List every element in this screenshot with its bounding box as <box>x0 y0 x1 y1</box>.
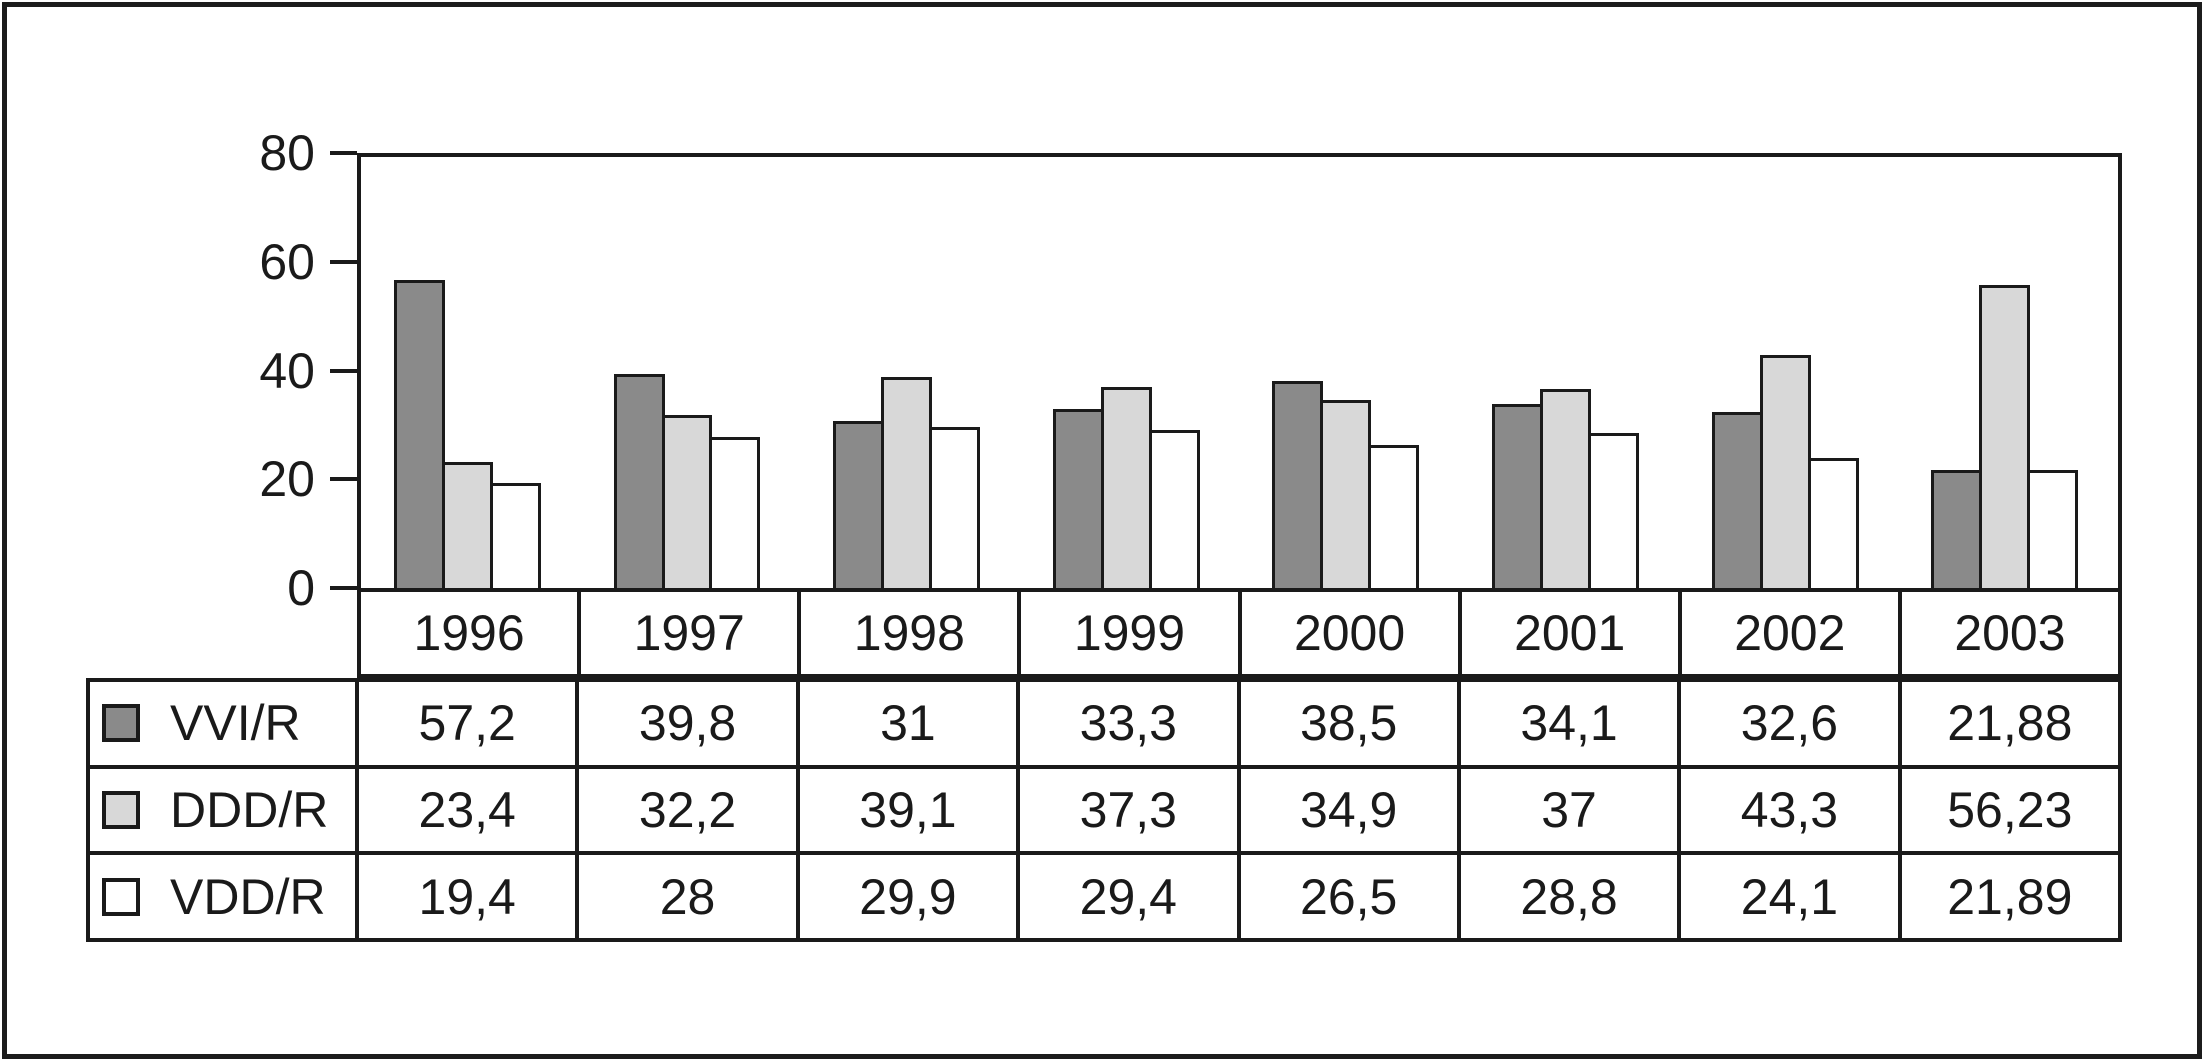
bar-vvi-r-2003 <box>1931 470 1983 588</box>
value-cell-ddd-r-2001: 37 <box>1458 766 1680 854</box>
value-cell-vvi-r-1996: 57,2 <box>357 680 578 767</box>
y-tick-label-80: 80 <box>259 125 315 181</box>
bar-ddd-r-2003 <box>1979 285 2031 588</box>
legend-label-ddd-r: DDD/R <box>170 781 329 838</box>
y-tick-80 <box>330 151 357 155</box>
value-cell-vvi-r-1997: 39,8 <box>577 680 798 767</box>
value-cell-vvi-r-2003: 21,88 <box>1899 680 2120 767</box>
bar-vvi-r-1998 <box>833 421 885 588</box>
year-cell-1998: 1998 <box>799 590 1020 676</box>
bar-ddd-r-1997 <box>661 414 713 588</box>
y-tick-label-0: 0 <box>287 560 315 616</box>
y-tick-label-20: 20 <box>259 451 315 508</box>
value-cell-vvi-r-2000: 38,5 <box>1238 680 1459 767</box>
bar-vvi-r-2000 <box>1272 380 1324 588</box>
bar-vdd-r-1996 <box>489 483 541 588</box>
value-cell-vdd-r-1999: 29,4 <box>1018 853 1239 940</box>
bar-ddd-r-1996 <box>441 461 493 588</box>
data-table: VVI/R 57,2 39,8 31 33,3 38,5 34,1 32,6 21,88 DDD/… <box>86 678 2122 942</box>
legend-label-vdd-r: VDD/R <box>170 868 326 925</box>
value-cell-vvi-r-2002: 32,6 <box>1679 680 1900 767</box>
value-cell-ddd-r-1999: 37,3 <box>1018 766 1239 854</box>
value-cell-vvi-r-1998: 31 <box>797 680 1019 767</box>
plot-area <box>357 153 2122 588</box>
x-axis-year-row: 1996 1997 1998 1999 2000 2001 2002 2003 <box>357 588 2122 678</box>
bar-ddd-r-2002 <box>1759 354 1811 588</box>
bar-vdd-r-1998 <box>929 426 981 588</box>
year-cell-2002: 2002 <box>1679 590 1900 676</box>
bar-vdd-r-2001 <box>1587 432 1639 588</box>
bar-vvi-r-2001 <box>1492 404 1543 588</box>
y-tick-0 <box>330 586 357 590</box>
legend-swatch-ddd-r <box>102 790 140 829</box>
legend-cell-ddd-r: DDD/R <box>88 766 357 854</box>
value-cell-vdd-r-2001: 28,8 <box>1458 853 1680 940</box>
value-cell-ddd-r-2002: 43,3 <box>1679 766 1900 854</box>
bar-ddd-r-2001 <box>1540 388 1591 588</box>
year-cell-2003: 2003 <box>1899 590 2120 676</box>
y-tick-20 <box>330 477 357 482</box>
value-cell-vvi-r-1999: 33,3 <box>1018 680 1239 767</box>
year-cell-1996: 1996 <box>359 590 580 676</box>
value-cell-ddd-r-1996: 23,4 <box>357 766 578 854</box>
y-tick-60 <box>330 259 357 264</box>
bar-vvi-r-1997 <box>613 373 665 588</box>
value-cell-ddd-r-2003: 56,23 <box>1899 766 2120 854</box>
bar-vvi-r-2002 <box>1711 412 1763 588</box>
legend-swatch-vdd-r <box>102 877 140 916</box>
value-cell-vvi-r-2001: 34,1 <box>1458 680 1680 767</box>
bar-ddd-r-2000 <box>1320 399 1372 588</box>
bar-vdd-r-2002 <box>1807 458 1859 588</box>
value-cell-vdd-r-1996: 19,4 <box>357 853 578 940</box>
year-cell-1997: 1997 <box>579 590 800 676</box>
y-tick-label-40: 40 <box>259 342 315 399</box>
value-cell-vdd-r-2002: 24,1 <box>1679 853 1900 940</box>
legend-swatch-vvi-r <box>102 704 140 743</box>
legend-cell-vdd-r: VDD/R <box>88 853 357 940</box>
year-cell-1999: 1999 <box>1019 590 1240 676</box>
value-cell-vdd-r-2003: 21,89 <box>1899 853 2120 940</box>
value-cell-ddd-r-1997: 32,2 <box>577 766 798 854</box>
bar-vvi-r-1999 <box>1052 408 1104 588</box>
bar-vvi-r-1996 <box>393 279 445 588</box>
legend-label-vvi-r: VVI/R <box>170 695 301 752</box>
value-cell-ddd-r-1998: 39,1 <box>797 766 1019 854</box>
bar-vdd-r-1999 <box>1148 429 1200 588</box>
y-tick-40 <box>330 368 357 373</box>
y-tick-label-60: 60 <box>259 233 315 290</box>
legend-cell-vvi-r: VVI/R <box>88 680 357 767</box>
year-cell-2001: 2001 <box>1459 590 1680 676</box>
bar-vdd-r-2003 <box>2027 470 2079 588</box>
value-cell-ddd-r-2000: 34,9 <box>1238 766 1459 854</box>
bar-vdd-r-1997 <box>709 437 761 588</box>
value-cell-vdd-r-1997: 28 <box>577 853 798 940</box>
bar-vdd-r-2000 <box>1368 445 1420 588</box>
bar-ddd-r-1999 <box>1100 387 1152 588</box>
value-cell-vdd-r-2000: 26,5 <box>1238 853 1459 940</box>
bar-ddd-r-1998 <box>881 377 933 588</box>
value-cell-vdd-r-1998: 29,9 <box>797 853 1019 940</box>
year-cell-2000: 2000 <box>1239 590 1460 676</box>
